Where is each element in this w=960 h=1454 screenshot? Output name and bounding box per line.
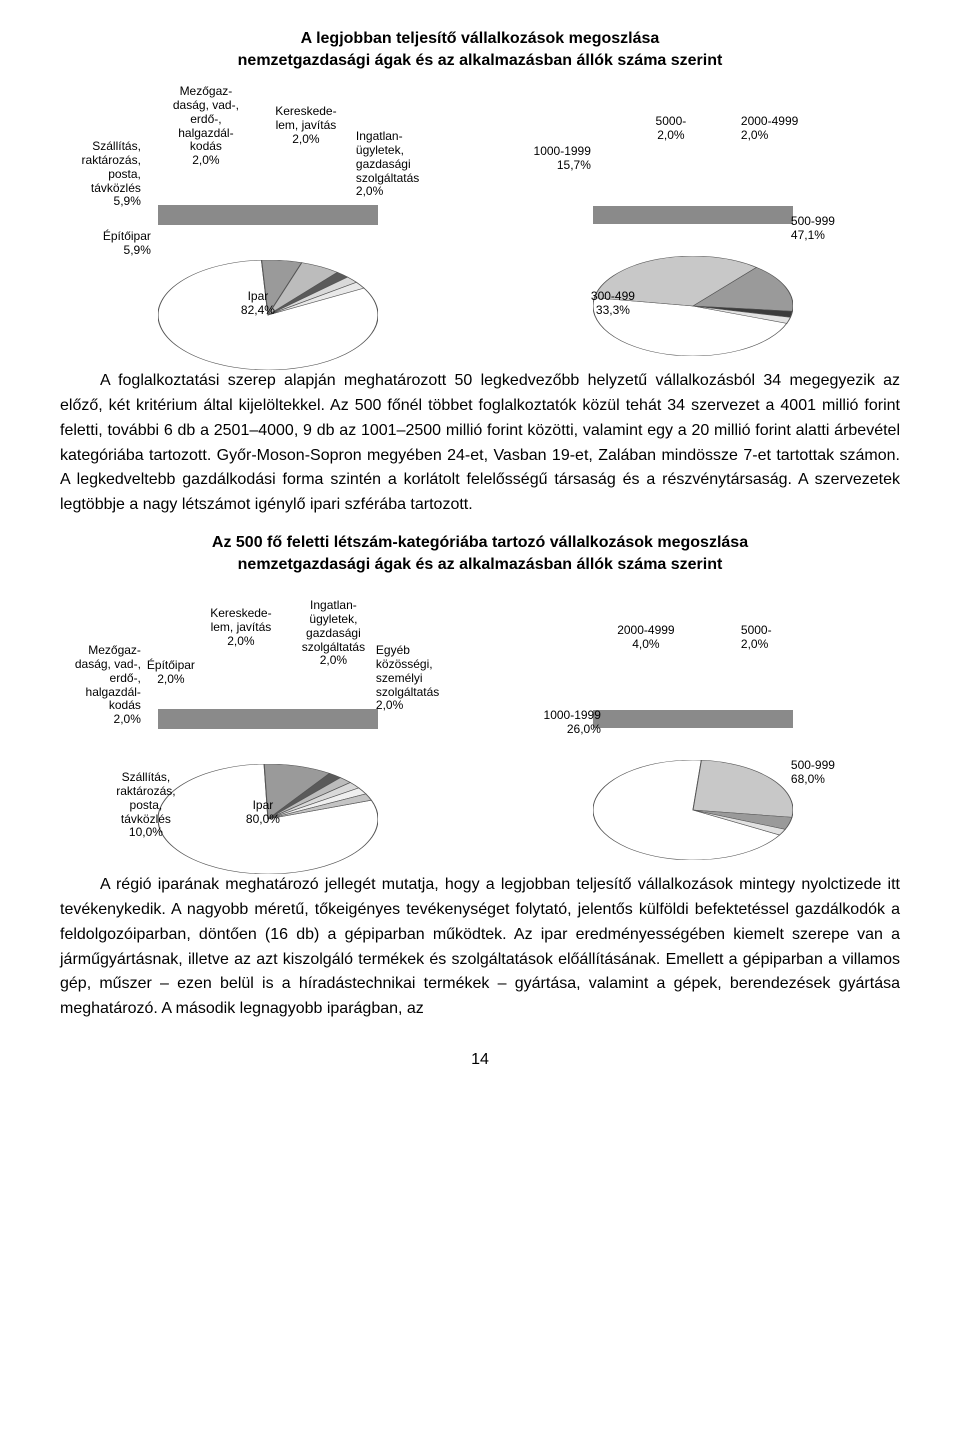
- chart1-left: Ipar82,4%Szállítás,raktározás,posta,távk…: [66, 85, 469, 345]
- chart2-right: 500-99968,0% 1000-199926,0% 2000-49994,0% 5…: [491, 589, 894, 849]
- pie-label: 5000-2,0%: [741, 624, 801, 652]
- chart2-left: Ipar80,0% Szállítás,raktározás,posta,távk…: [66, 589, 469, 849]
- pie-label: Szállítás,raktározás,posta,távközlés5,9%: [61, 140, 141, 209]
- pie-label: Szállítás,raktározás,posta,távközlés10,0…: [106, 771, 186, 840]
- pie-label: Mezőgaz-daság, vad-,erdő-,halgazdál-kodá…: [161, 85, 251, 168]
- pie-label: Ipar80,0%: [246, 799, 280, 827]
- pie-label: 300-49933,3%: [591, 290, 635, 318]
- chart1-right: 500-99947,1% 300-49933,3% 1000-199915,7% 50…: [491, 85, 894, 345]
- pie-label: Kereskede-lem, javítás2,0%: [196, 607, 286, 648]
- pie-label: Ipar82,4%: [241, 290, 275, 318]
- paragraph-1: A foglalkoztatási szerep alapján meghatá…: [60, 369, 900, 518]
- pie-label: 500-99947,1%: [791, 215, 861, 243]
- pie-label: 2000-49994,0%: [601, 624, 691, 652]
- pie-label: 1000-199926,0%: [521, 709, 601, 737]
- pie-label: 2000-49992,0%: [741, 115, 831, 143]
- chart1-row: Ipar82,4% Szállítás,raktározás,posta,távk…: [60, 85, 900, 345]
- page-number: 14: [60, 1048, 900, 1073]
- pie-label: 5000-2,0%: [641, 115, 701, 143]
- paragraph-2: A régió iparának meghatározó jellegét mu…: [60, 873, 900, 1022]
- pie-label: 500-99968,0%: [791, 759, 861, 787]
- pie-label: Egyébközösségi,személyiszolgáltatás2,0%: [376, 644, 461, 713]
- chart1-title: A legjobban teljesítő vállalkozások mego…: [60, 28, 900, 71]
- pie-label: 1000-199915,7%: [511, 145, 591, 173]
- pie-label: Ingatlan-ügyletek,gazdaságiszolgáltatás2…: [291, 599, 376, 668]
- pie-label: Építőipar5,9%: [81, 230, 151, 258]
- pie-label: Mezőgaz-daság, vad-,erdő-,halgazdál-kodá…: [46, 644, 141, 727]
- pie-label: Építőipar2,0%: [141, 659, 201, 687]
- pie-label: Kereskede-lem, javítás2,0%: [261, 105, 351, 146]
- chart2-row: Ipar80,0% Szállítás,raktározás,posta,távk…: [60, 589, 900, 849]
- pie-label: Ingatlan-ügyletek,gazdaságiszolgáltatás2…: [356, 130, 446, 199]
- chart2-title: Az 500 fő feletti létszám-kategóriába ta…: [60, 532, 900, 575]
